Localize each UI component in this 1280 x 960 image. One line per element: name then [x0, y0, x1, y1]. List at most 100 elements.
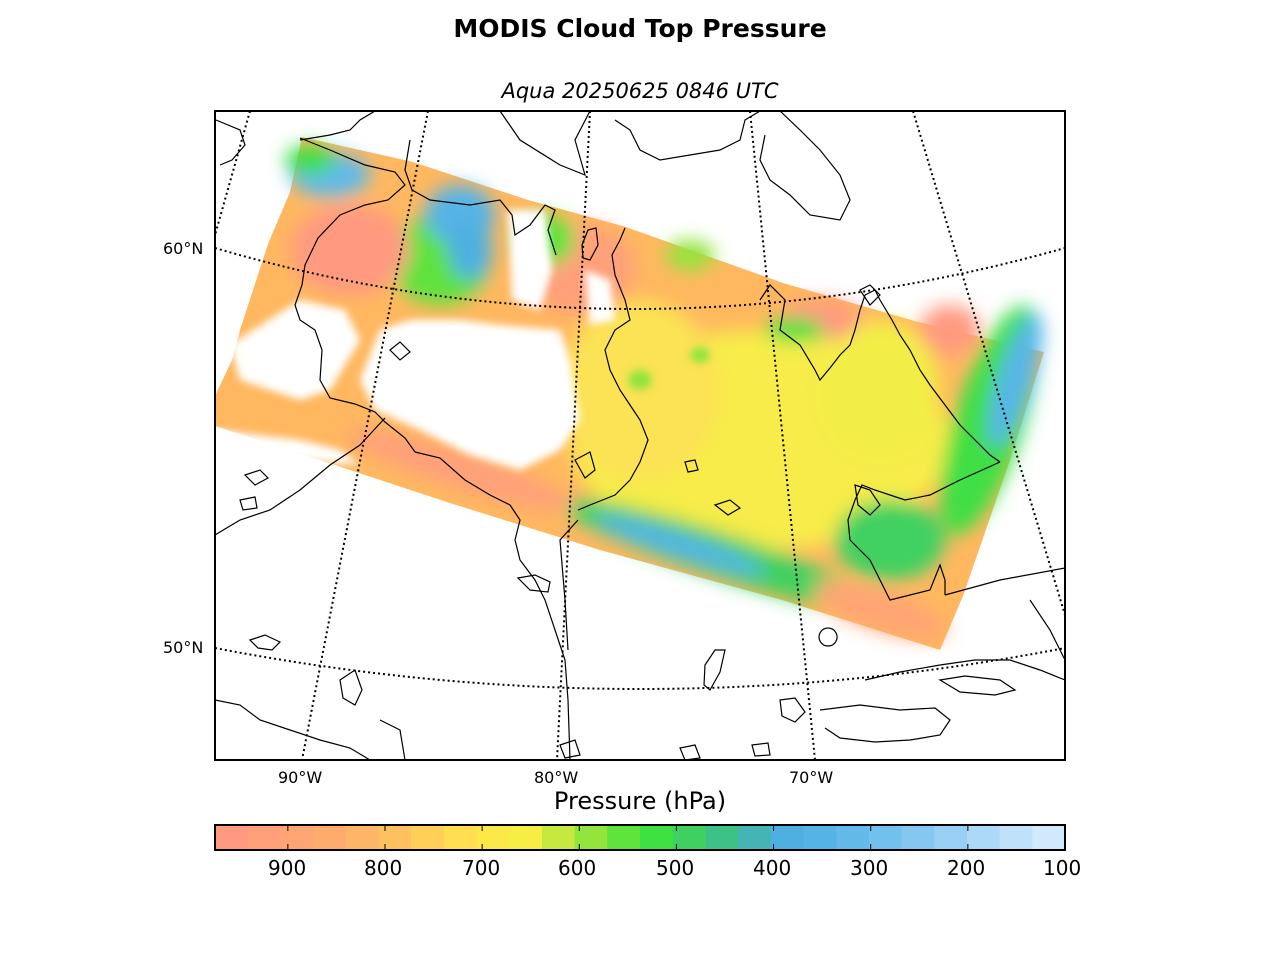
parallel-60N: [215, 247, 1065, 310]
colorbar-label: Pressure (hPa): [553, 787, 727, 815]
lake-st-john-area: [779, 697, 806, 723]
swath-yellow-east: [820, 320, 940, 460]
colorbar-cell: [607, 825, 641, 850]
swath-blue-band-south: [594, 514, 766, 576]
colorbar-tick-400: 400: [753, 856, 792, 880]
colorbar-cell: [574, 825, 608, 850]
swath-green-n-patch: [665, 240, 715, 270]
swath-green-spot-4: [690, 347, 710, 363]
latitude-label-50N: 50°N: [163, 638, 204, 657]
lake-superior-north: [215, 699, 371, 760]
ungava-bay-islands: [859, 284, 881, 306]
lake-nipigon: [339, 669, 363, 706]
swath-orange-patch-e: [920, 305, 980, 355]
southern-lake-2: [679, 744, 701, 760]
baffin-island-south: [614, 111, 761, 161]
swath-orange-nw: [290, 205, 410, 295]
southern-lake-1: [559, 739, 581, 759]
chart-title: MODIS Cloud Top Pressure: [453, 14, 827, 43]
longitude-label-70W: 70°W: [789, 768, 834, 787]
colorbar-tick-700: 700: [462, 856, 501, 880]
small-lake-bay: [389, 341, 411, 361]
colorbar-cell: [738, 825, 772, 850]
coats-island: [215, 119, 246, 166]
chart-subtitle: Aqua 20250625 0846 UTC: [501, 79, 779, 103]
colorbar-cell: [443, 825, 478, 850]
colorbar-cell: [247, 825, 281, 850]
colorbar-cell: [378, 825, 412, 850]
longitude-label-80W: 80°W: [534, 768, 579, 787]
meridian-95W: [215, 111, 251, 236]
colorbar-frame: [214, 824, 1066, 851]
colorbar-tick-600: 600: [558, 856, 597, 880]
small-lake-central: [684, 459, 699, 473]
baffin-peninsula: [499, 111, 591, 177]
swath-orange-south: [813, 581, 947, 639]
no-data-gap: [215, 210, 615, 470]
lake-superior-east: [379, 719, 406, 760]
southampton-island: [299, 111, 376, 141]
colorbar-cell: [1032, 825, 1066, 850]
colorbar-cell: [345, 825, 380, 850]
belcher-islands: [581, 227, 599, 261]
smallwood-reservoir: [854, 484, 881, 516]
colorbar-cell: [966, 825, 1001, 850]
colorbar-cell: [672, 825, 706, 850]
colorbar-tick-800: 800: [364, 856, 403, 880]
hudson-bay-west-coast: [294, 137, 416, 453]
cloud-pressure-swath: [215, 137, 1044, 650]
southern-lake-3: [751, 742, 771, 757]
colorbar-cell: [476, 825, 510, 850]
colorbar-cell: [705, 825, 739, 850]
caniapiscau-reservoir: [713, 499, 742, 516]
colorbar-tick-900: 900: [268, 856, 307, 880]
colorbar-tick-200: 200: [947, 856, 986, 880]
colorbar-cell: [836, 825, 870, 850]
gulf-st-lawrence-north-shore: [864, 659, 1065, 681]
colorbar-cell: [999, 825, 1033, 850]
quebec-ontario-boundary: [559, 519, 579, 651]
longitude-label-90W: 90°W: [278, 768, 323, 787]
swath-orange-band-sw: [345, 429, 575, 511]
colorbar-cell: [934, 825, 968, 850]
colorbar-cell: [509, 825, 543, 850]
swath-green-patch-se: [835, 500, 945, 580]
manicouagan-reservoir: [818, 627, 838, 647]
colorbar-tick-100: 100: [1043, 856, 1082, 880]
colorbar-cell: [411, 825, 445, 850]
colorbar-tick-300: 300: [850, 856, 889, 880]
latitude-label-60N: 60°N: [163, 239, 204, 258]
greenland-tip: [759, 111, 851, 221]
map-frame: [214, 110, 1066, 761]
akimiski-island: [516, 574, 551, 593]
colorbar-cell: [640, 825, 674, 850]
lake-minto: [574, 451, 596, 479]
meridian-70W: [749, 111, 816, 760]
parallel-50N: [215, 647, 1065, 690]
colorbar-cell: [770, 825, 805, 850]
swath-blue-band-east: [987, 313, 1043, 447]
labrador-inland-boundary: [944, 567, 1065, 596]
labrador-coast: [847, 461, 1001, 601]
lake-mistassini: [703, 649, 726, 691]
swath-green-ne-patch: [765, 318, 825, 342]
meridian-90W: [301, 111, 429, 760]
colorbar-cell: [280, 825, 314, 850]
small-lake-nw: [243, 469, 269, 486]
james-bay-coast: [414, 451, 571, 760]
small-lake-west: [239, 496, 258, 511]
anticosti-island: [938, 675, 1017, 696]
gaspe-peninsula: [819, 704, 951, 743]
swath-green-spot-3: [628, 370, 652, 390]
colorbar-cell: [313, 825, 347, 850]
colorbar-cell: [803, 825, 837, 850]
hudson-bay-north: [404, 139, 557, 256]
colorbar-tick-500: 500: [656, 856, 695, 880]
colorbar: [215, 825, 1066, 850]
colorbar-cell: [215, 825, 249, 850]
colorbar-cell: [541, 825, 576, 850]
coastlines: [215, 111, 1065, 760]
colorbar-cell: [901, 825, 935, 850]
swath-blue-hudson: [448, 220, 492, 280]
